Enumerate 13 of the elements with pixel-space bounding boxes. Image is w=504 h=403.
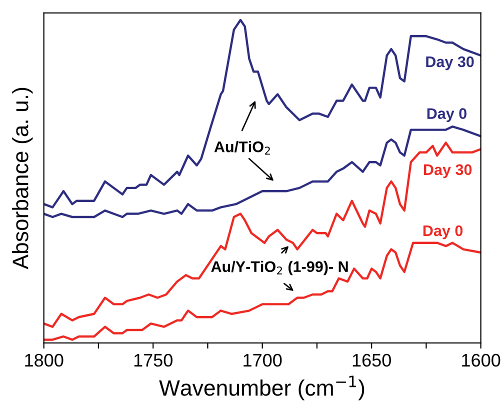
series-label: Day 30	[424, 164, 472, 178]
annotation: Au/TiO$_{2}$	[214, 141, 270, 155]
series-label: Day 0	[423, 225, 463, 240]
annotation: Au/Y-TiO$_{2}$ (1-99)- N	[211, 260, 348, 276]
series-label: Day 30	[426, 56, 474, 70]
x-tick-label: 1600	[462, 354, 500, 367]
x-tick-label: 1700	[244, 354, 282, 367]
series-label: Day 0	[427, 108, 466, 122]
x-tick-label: 1650	[352, 354, 391, 367]
y-axis-title: Absorbance (a. u.)	[12, 88, 33, 270]
x-tick-label: 1800	[25, 354, 64, 367]
x-tick-label: 1750	[134, 354, 172, 367]
x-axis-title: Wavenumber (cm$^{−1}$)	[159, 376, 364, 400]
